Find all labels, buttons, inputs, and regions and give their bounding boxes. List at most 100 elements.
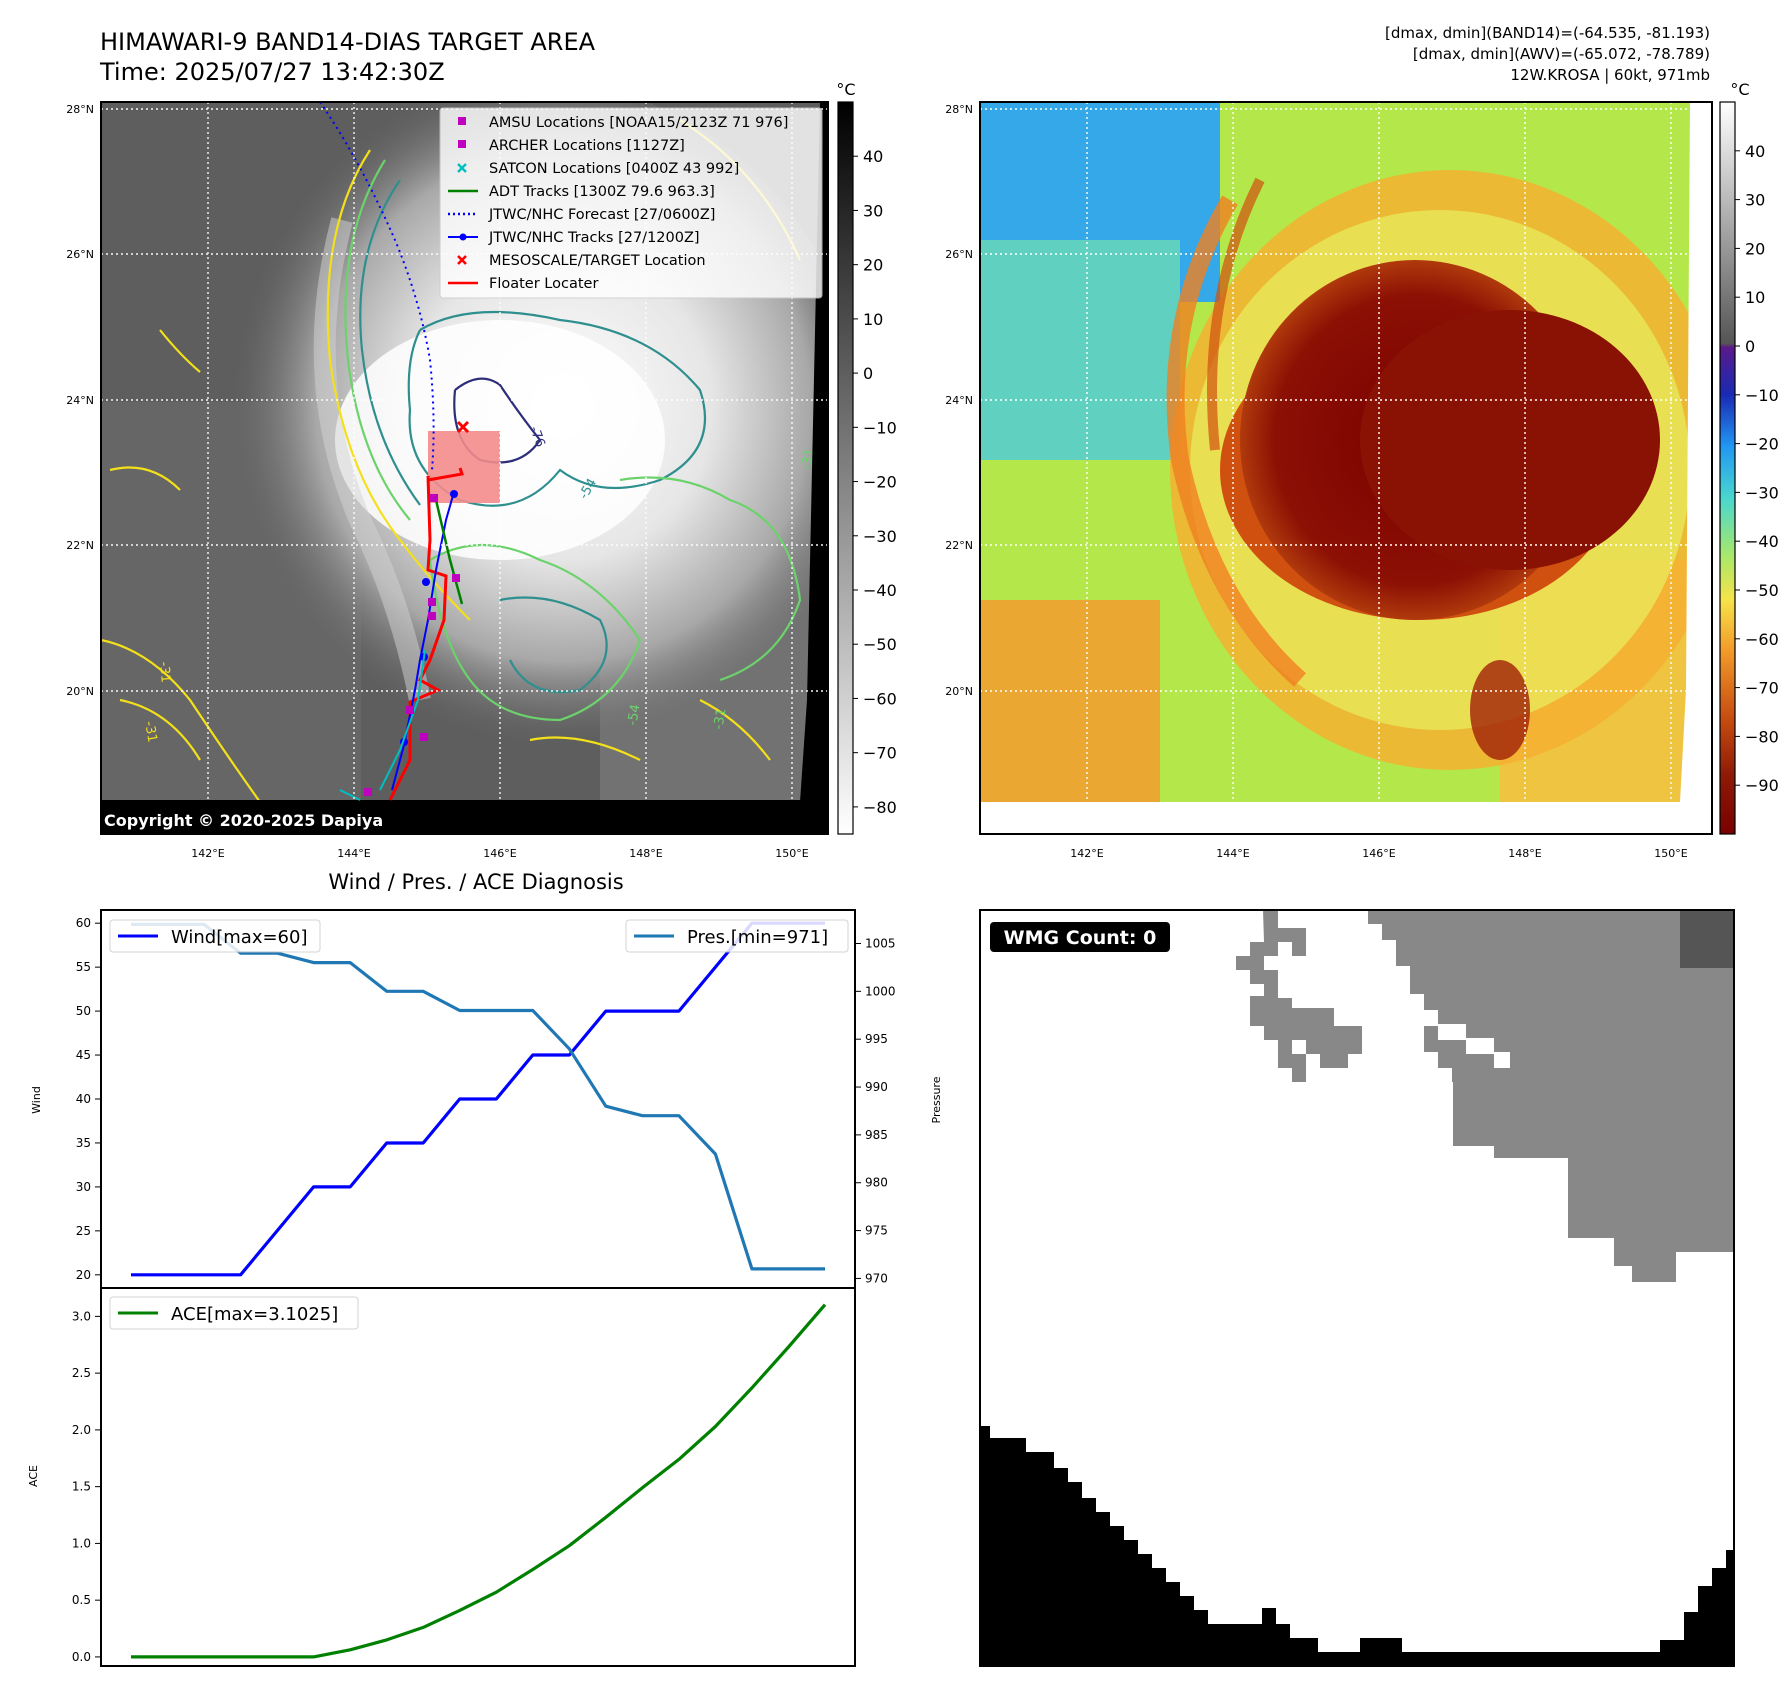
wmg-badge	[990, 922, 1170, 952]
colorbar-tick-label: 10	[863, 310, 883, 329]
colorbar-tick-label: −80	[863, 798, 897, 817]
square-marker-icon	[458, 140, 466, 148]
y-tick-label: 2.0	[72, 1423, 91, 1437]
pressure-legend: Pres.[min=971]	[625, 919, 849, 953]
colorbar-tick-label: −50	[863, 635, 897, 654]
colorbar-tick-label: 20	[863, 256, 883, 275]
y-tick-label: 45	[76, 1048, 91, 1062]
contour-label: -76	[526, 424, 547, 449]
colorbar-tick-label: 0	[863, 364, 873, 383]
colorbar-tick-label: −30	[1745, 483, 1779, 502]
ace-chart: ACE 0.0 0.5 1.0 1.5 2.0 2.5 3.0 ACE[max=3.1025…	[27, 1287, 856, 1667]
colorbar-unit: °C	[836, 80, 855, 99]
wind-legend: Wind[max=60]	[109, 919, 321, 953]
legend-label: Wind[max=60]	[171, 927, 308, 948]
y-tick-label: 1.5	[72, 1480, 91, 1494]
contour-label: -31	[711, 707, 729, 731]
colorbar-tick-label: 30	[1745, 191, 1765, 210]
wmg-count: WMG Count: 0	[1004, 927, 1157, 949]
wind-yticks: 20 25 30 35 40 45 50 55 60	[76, 916, 101, 1282]
colorbar-tick-label: −60	[863, 689, 897, 708]
lon-tick-label: 142°E	[1070, 847, 1103, 860]
color-map-frame	[979, 101, 1713, 835]
legend-item: JTWC/NHC Forecast [27/0600Z]	[448, 207, 715, 223]
land-mask-island	[1236, 910, 1362, 1082]
colorbar-tick-label: −10	[1745, 386, 1779, 405]
land-mask-large	[1353, 910, 1734, 1282]
lat-tick-label: 24°N	[945, 394, 973, 407]
pressure-ylabel: Pressure	[930, 1076, 943, 1123]
color-colorbar	[1719, 101, 1736, 835]
adt-track	[434, 499, 464, 605]
lon-tick-label: 148°E	[1508, 847, 1541, 860]
dmax-awv: [dmax, dmin](AWV)=(-65.072, -78.789)	[1413, 45, 1710, 63]
diagnosis-title: Wind / Pres. / ACE Diagnosis	[328, 870, 623, 894]
ace-yticks: 0.0 0.5 1.0 1.5 2.0 2.5 3.0	[72, 1309, 101, 1664]
legend-label: JTWC/NHC Tracks [27/1200Z]	[488, 230, 700, 246]
legend-label: ARCHER Locations [1127Z]	[489, 138, 685, 154]
map-grid	[980, 102, 1712, 802]
dmax-band14: [dmax, dmin](BAND14)=(-64.535, -81.193)	[1385, 24, 1710, 42]
ace-legend: ACE[max=3.1025]	[109, 1296, 359, 1330]
wind-ylabel: Wind	[30, 1086, 43, 1114]
target-area-box	[428, 431, 500, 503]
storm-label: 12W.KROSA | 60kt, 971mb	[1510, 66, 1710, 84]
lat-tick-label: 24°N	[66, 394, 94, 407]
lon-tick-label: 150°E	[1654, 847, 1687, 860]
colorbar-tick-label: 40	[863, 147, 883, 166]
y-tick-label: 30	[76, 1180, 91, 1194]
lon-tick-label: 146°E	[483, 847, 516, 860]
colorbar-tick-label: −40	[863, 581, 897, 600]
colorbar-tick-label: −50	[1745, 581, 1779, 600]
colorbar-tick-label: −10	[863, 418, 897, 437]
colorbar-unit: °C	[1730, 80, 1749, 99]
colorbar-tick-label: −70	[1745, 679, 1779, 698]
series-line	[131, 1303, 827, 1659]
lat-tick-label: 26°N	[945, 248, 973, 261]
ace-lines	[131, 1303, 827, 1659]
colorbar-tick-label: 30	[863, 201, 883, 220]
lat-tick-label: 20°N	[945, 685, 973, 698]
legend-item: Floater Locater	[448, 276, 598, 292]
legend-label: MESOSCALE/TARGET Location	[489, 253, 706, 269]
archer-markers	[364, 494, 460, 796]
legend-label: Pres.[min=971]	[687, 927, 828, 948]
legend-item: JTWC/NHC Tracks [27/1200Z]	[448, 230, 700, 246]
no-data-mask	[980, 1426, 1734, 1666]
lat-tick-label: 22°N	[945, 539, 973, 552]
lon-tick-label: 144°E	[337, 847, 370, 860]
colorbar-tick-label: −20	[863, 473, 897, 492]
colorbar-tick-label: −70	[863, 744, 897, 763]
ace-chart-frame	[100, 1287, 856, 1667]
square-marker-icon	[458, 117, 466, 125]
ace-ylabel: ACE	[27, 1465, 40, 1487]
y-tick-label: 25	[76, 1224, 91, 1238]
legend-item: ADT Tracks [1300Z 79.6 963.3]	[448, 184, 715, 200]
y-tick-right-label: 990	[865, 1080, 888, 1094]
y-tick-label: 60	[76, 916, 91, 930]
y-tick-label: 40	[76, 1092, 91, 1106]
ir-map-panel: -76 -54 -31 -31 -54 -31 -31	[66, 80, 897, 860]
lat-tick-label: 20°N	[66, 685, 94, 698]
ir-lon-ticks: 142°E 144°E 146°E 148°E 150°E	[191, 847, 808, 860]
y-tick-right-label: 970	[865, 1271, 888, 1285]
y-tick-label: 3.0	[72, 1309, 91, 1323]
colorbar-tick-label: 0	[1745, 337, 1755, 356]
legend-label: Floater Locater	[489, 276, 598, 292]
lat-tick-label: 28°N	[945, 103, 973, 116]
pressure-yticks: 970 975 980 985 990 995 1000 1005	[855, 936, 896, 1285]
y-tick-right-label: 995	[865, 1032, 888, 1046]
legend-item: ARCHER Locations [1127Z]	[458, 138, 685, 154]
colorbar-tick-label: 10	[1745, 288, 1765, 307]
lat-tick-label: 28°N	[66, 103, 94, 116]
color-lon-ticks: 142°E 144°E 146°E 148°E 150°E	[1070, 847, 1687, 860]
copyright-text: Copyright © 2020-2025 Dapiya	[104, 811, 383, 830]
x-marker-icon	[457, 163, 467, 173]
legend: AMSU Locations [NOAA15/2123Z 71 976] ARC…	[439, 107, 823, 299]
legend-label: SATCON Locations [0400Z 43 992]	[489, 161, 739, 177]
lat-tick-label: 26°N	[66, 248, 94, 261]
colorbar-tick-label: −30	[863, 527, 897, 546]
legend-label: JTWC/NHC Forecast [27/0600Z]	[488, 207, 715, 223]
